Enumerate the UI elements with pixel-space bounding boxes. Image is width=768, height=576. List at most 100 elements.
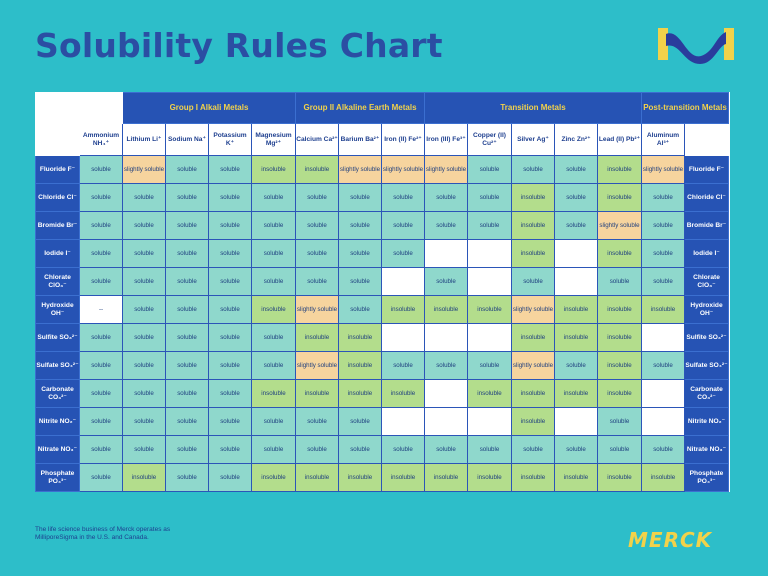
cation-header: Lead (II) Pb²⁺ — [597, 123, 642, 156]
cation-header: Iron (III) Fe³⁺ — [424, 123, 468, 156]
anion-header: Chloride Cl⁻ — [684, 183, 729, 212]
solubility-cell: soluble — [338, 267, 382, 296]
solubility-cell: insoluble — [511, 379, 555, 408]
solubility-cell: soluble — [208, 211, 252, 240]
solubility-cell: soluble — [338, 183, 382, 212]
solubility-cell: slightly soluble — [295, 295, 339, 324]
solubility-cell: soluble — [338, 435, 382, 464]
solubility-cell: slightly soluble — [641, 155, 685, 184]
table-row: Chlorate ClO₃⁻ soluble soluble soluble solub… — [35, 267, 730, 296]
solubility-cell — [554, 239, 598, 268]
solubility-cell: soluble — [424, 351, 468, 380]
table-row: Sulfate SO₄²⁻ soluble soluble soluble solubl… — [35, 351, 730, 380]
solubility-cell: soluble — [165, 407, 209, 436]
anion-header: Bromide Br⁻ — [35, 211, 80, 240]
solubility-cell: insoluble — [467, 295, 512, 324]
solubility-cell: soluble — [208, 407, 252, 436]
solubility-cell: insoluble — [511, 211, 555, 240]
solubility-cell — [641, 379, 685, 408]
solubility-cell: soluble — [467, 435, 512, 464]
solubility-cell — [467, 323, 512, 352]
solubility-cell: insoluble — [511, 463, 555, 492]
solubility-cell: insoluble — [554, 295, 598, 324]
solubility-cell: slightly soluble — [511, 295, 555, 324]
solubility-cell: soluble — [122, 239, 166, 268]
solubility-cell: soluble — [381, 183, 425, 212]
solubility-cell: soluble — [79, 239, 123, 268]
solubility-cell: insoluble — [554, 379, 598, 408]
solubility-cell: soluble — [381, 239, 425, 268]
solubility-cell — [424, 379, 468, 408]
solubility-cell — [381, 267, 425, 296]
solubility-table: Group I Alkali Metals Group II Alkaline E… — [35, 92, 730, 492]
solubility-cell: soluble — [381, 435, 425, 464]
solubility-cell: insoluble — [467, 463, 512, 492]
solubility-cell: slightly soluble — [597, 211, 642, 240]
anion-header: Iodide I⁻ — [35, 239, 80, 268]
solubility-cell: soluble — [208, 435, 252, 464]
anion-header: Fluoride F⁻ — [684, 155, 729, 184]
solubility-cell: insoluble — [597, 295, 642, 324]
solubility-cell: insoluble — [338, 323, 382, 352]
solubility-cell — [641, 323, 685, 352]
solubility-cell: soluble — [641, 183, 685, 212]
anion-header: Hydroxide OH⁻ — [684, 295, 729, 324]
group-header: Transition Metals — [424, 92, 642, 124]
solubility-cell — [381, 407, 425, 436]
solubility-cell: soluble — [295, 267, 339, 296]
solubility-cell: soluble — [338, 295, 382, 324]
solubility-cell: slightly soluble — [338, 155, 382, 184]
cation-header: Sodium Na⁺ — [165, 123, 209, 156]
solubility-cell — [467, 407, 512, 436]
corner-blank — [79, 92, 123, 124]
solubility-cell: insoluble — [338, 379, 382, 408]
solubility-cell: soluble — [597, 435, 642, 464]
table-row: Chloride Cl⁻ soluble soluble soluble soluble… — [35, 183, 730, 212]
solubility-cell: soluble — [79, 435, 123, 464]
group-header-row: Group I Alkali Metals Group II Alkaline E… — [35, 92, 730, 124]
solubility-cell — [424, 407, 468, 436]
solubility-cell: insoluble — [381, 463, 425, 492]
solubility-cell: soluble — [251, 323, 296, 352]
solubility-cell: soluble — [641, 267, 685, 296]
anion-header: Fluoride F⁻ — [35, 155, 80, 184]
solubility-cell: soluble — [79, 351, 123, 380]
cation-header: Silver Ag⁺ — [511, 123, 555, 156]
solubility-cell: soluble — [381, 211, 425, 240]
solubility-cell: soluble — [165, 183, 209, 212]
table-row: Nitrate NO₃⁻ soluble soluble soluble soluble… — [35, 435, 730, 464]
solubility-cell: soluble — [251, 267, 296, 296]
merck-logo-icon — [658, 28, 734, 64]
solubility-cell: soluble — [165, 295, 209, 324]
solubility-cell: soluble — [122, 323, 166, 352]
solubility-cell: soluble — [251, 435, 296, 464]
solubility-cell — [554, 267, 598, 296]
solubility-cell: soluble — [165, 323, 209, 352]
solubility-cell: soluble — [122, 211, 166, 240]
solubility-cell: soluble — [79, 323, 123, 352]
solubility-cell: soluble — [79, 211, 123, 240]
solubility-cell: insoluble — [641, 463, 685, 492]
solubility-cell: soluble — [554, 211, 598, 240]
solubility-cell: soluble — [338, 211, 382, 240]
solubility-cell: soluble — [208, 463, 252, 492]
cation-header: Magnesium Mg²⁺ — [251, 123, 296, 156]
corner-blank — [684, 123, 729, 156]
solubility-cell: soluble — [641, 211, 685, 240]
anion-header: Phosphate PO₄³⁻ — [35, 463, 80, 492]
corner-blank — [728, 92, 730, 124]
solubility-cell: slightly soluble — [295, 351, 339, 380]
solubility-cell: soluble — [597, 267, 642, 296]
solubility-cell: insoluble — [597, 183, 642, 212]
solubility-cell: soluble — [122, 407, 166, 436]
solubility-cell: soluble — [79, 463, 123, 492]
solubility-cell: insoluble — [295, 155, 339, 184]
solubility-cell: soluble — [251, 407, 296, 436]
solubility-cell: soluble — [554, 435, 598, 464]
table-row: Fluoride F⁻ soluble slightly soluble solubl… — [35, 155, 730, 184]
solubility-cell: soluble — [165, 211, 209, 240]
solubility-cell: soluble — [641, 435, 685, 464]
solubility-cell: soluble — [165, 379, 209, 408]
solubility-cell: insoluble — [381, 295, 425, 324]
cation-header: Copper (II) Cu²⁺ — [467, 123, 512, 156]
